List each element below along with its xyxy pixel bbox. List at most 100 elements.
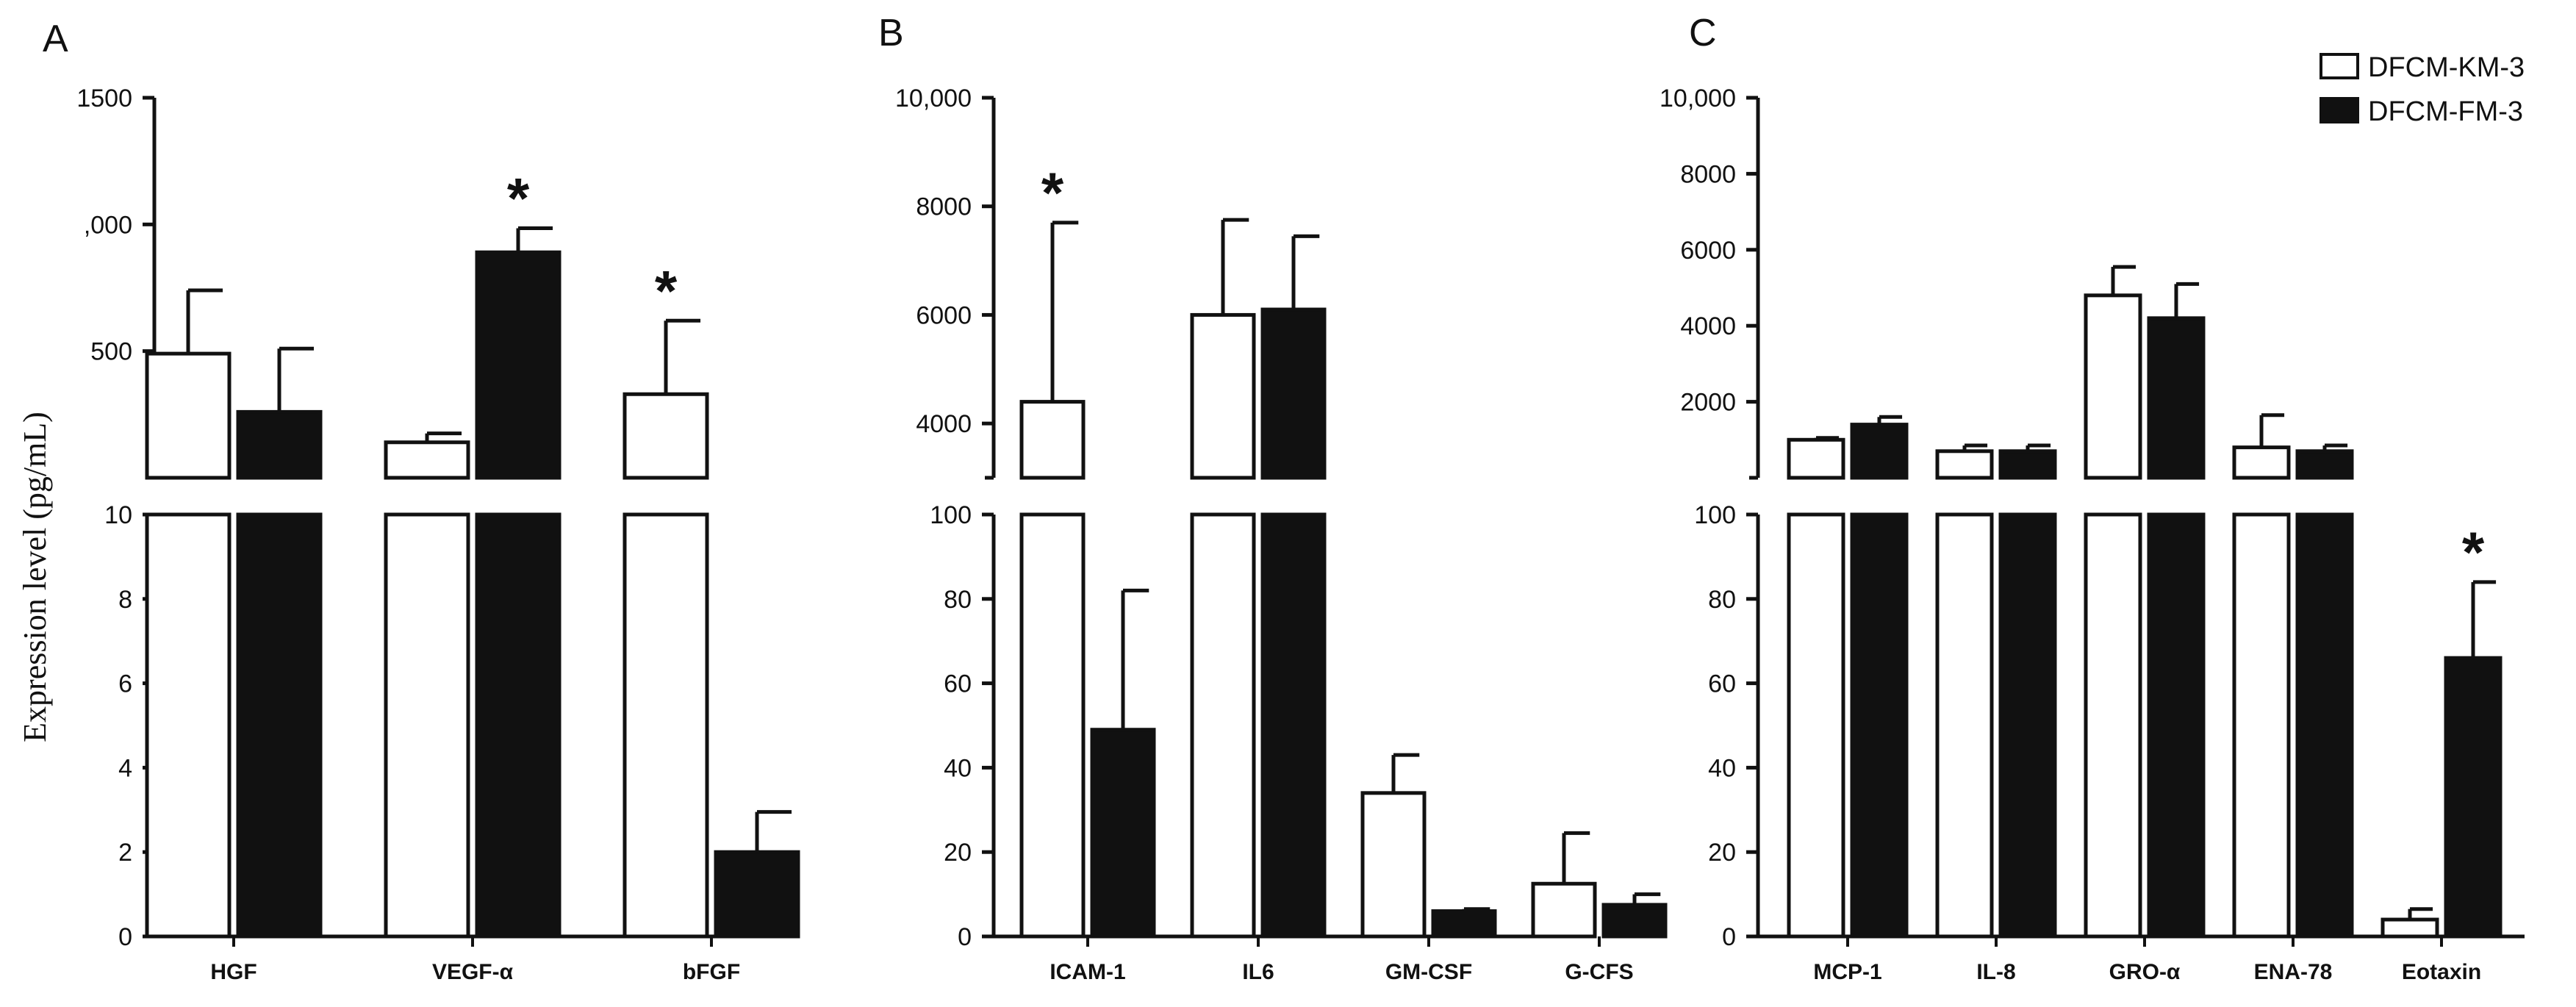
bar-icam-1-dfcm-km-3-lower [1019,512,1086,939]
panel-letter-a: A [43,18,68,60]
y-tick-label-lower: 0 [958,923,972,951]
bar-mcp-1-dfcm-km-3-lower [1787,512,1845,939]
y-tick-label-lower: 100 [1694,501,1736,529]
bar-gro-dfcm-fm-3-upper [2147,316,2206,480]
bar-gro-dfcm-km-3-lower [2084,512,2142,939]
x-tick-label-icam-1: ICAM-1 [1050,960,1125,984]
axis-break-gap [1736,479,2532,512]
bar-icam-1-dfcm-fm-3 [1090,728,1156,939]
bar-mcp-1-dfcm-fm-3-upper [1850,423,1909,480]
bar-il6-dfcm-fm-3-lower [1260,512,1327,939]
legend: DFCM-KM-3 DFCM-FM-3 [2320,52,2525,127]
x-tick-label-g-cfs: G-CFS [1565,960,1633,984]
y-tick-label-upper: 10,000 [895,85,972,112]
x-tick-label-il-8: IL-8 [1976,960,2015,984]
y-tick-label-upper: 500 [90,338,132,366]
x-tick-label-eotaxin: Eotaxin [2402,960,2481,984]
bars-c: * [1787,265,2503,939]
y-tick-label-lower: 60 [944,670,972,698]
x-tick-label-vegf: VEGF-α [432,960,514,984]
bar-il6-dfcm-km-3-upper [1190,312,1256,480]
significance-star-bfgf: * [655,258,678,323]
x-tick-label-hgf: HGF [210,960,256,984]
y-tick-label-lower: 2 [118,839,132,867]
bar-hgf-dfcm-fm-3-upper [236,409,323,480]
bar-gm-csf-dfcm-km-3 [1360,791,1427,939]
y-tick-label-lower: 6 [118,670,132,698]
bar-eotaxin-dfcm-km-3 [2381,917,2439,939]
legend-swatch-fm [2320,97,2359,123]
y-tick-label-lower: 80 [944,586,972,614]
bar-hgf-dfcm-fm-3-lower [236,512,323,939]
bar-mcp-1-dfcm-fm-3-lower [1850,512,1909,939]
legend-swatch-km [2320,53,2359,79]
bar-g-cfs-dfcm-km-3 [1531,881,1597,939]
bar-gro-dfcm-km-3-upper [2084,293,2142,480]
bar-il-8-dfcm-km-3-upper [1935,449,1994,480]
bars-b: * [1019,160,1668,939]
significance-star-vegf: * [507,166,530,231]
x-tick-label-mcp-1: MCP-1 [1813,960,1881,984]
y-tick-label-upper: 1500 [76,85,132,112]
y-tick-label-upper: 8000 [1680,160,1736,188]
bar-bfgf-dfcm-fm-3 [714,850,800,939]
bar-vegf-dfcm-km-3-upper [384,440,470,480]
significance-star-eotaxin: * [2462,520,2485,584]
y-tick-label-upper: 6000 [1680,237,1736,265]
bar-g-cfs-dfcm-fm-3 [1601,903,1668,939]
panel-letter-c: C [1689,12,1717,54]
significance-star-icam-1: * [1041,160,1064,225]
panel-c: C 2000 4000 6000 8000 10,000 0 20 40 60 80 100 * MCP-… [1660,12,2532,984]
y-tick-label-upper: 6000 [916,301,972,329]
y-tick-label-lower: 40 [944,754,972,782]
y-tick-label-upper: 4000 [1680,312,1736,340]
bar-icam-1-dfcm-km-3-upper [1019,400,1086,480]
x-tick-label-bfgf: bFGF [683,960,740,984]
x-tick-label-il6: IL6 [1242,960,1274,984]
bar-il-8-dfcm-fm-3-upper [1998,449,2057,480]
y-tick-label-lower: 20 [944,839,972,867]
bar-bfgf-dfcm-km-3-upper [623,392,709,480]
bar-ena-78-dfcm-fm-3-upper [2295,449,2354,480]
bar-ena-78-dfcm-km-3-upper [2232,445,2291,480]
bar-ena-78-dfcm-km-3-lower [2232,512,2291,939]
y-tick-label-upper: 2000 [1680,389,1736,417]
y-tick-label-upper: 8000 [916,193,972,221]
axis-break-gap [132,479,786,512]
y-tick-label-lower: 100 [930,501,972,529]
bar-il6-dfcm-km-3-lower [1190,512,1256,939]
bar-vegf-dfcm-fm-3-lower [475,512,562,939]
y-tick-label-lower: 0 [1722,923,1736,951]
y-tick-label-lower: 20 [1708,839,1736,867]
x-tick-label-gro: GRO-α [2109,960,2181,984]
bar-hgf-dfcm-km-3-lower [145,512,232,939]
legend-label-fm: DFCM-FM-3 [2368,96,2523,127]
bar-gm-csf-dfcm-fm-3 [1431,909,1497,939]
y-tick-label-upper: ,000 [84,211,132,239]
x-tick-label-gm-csf: GM-CSF [1385,960,1472,984]
y-tick-label-lower: 10 [104,501,132,529]
bar-ena-78-dfcm-fm-3-lower [2295,512,2354,939]
axis-break-gap [972,479,1580,512]
bar-il-8-dfcm-km-3-lower [1935,512,1994,939]
panel-letter-b: B [878,12,904,54]
y-tick-label-lower: 60 [1708,670,1736,698]
bar-vegf-dfcm-km-3-lower [384,512,470,939]
y-tick-label-lower: 0 [118,923,132,951]
x-tick-label-ena-78: ENA-78 [2254,960,2333,984]
y-tick-label-upper: 10,000 [1660,85,1736,112]
bar-bfgf-dfcm-km-3-lower [623,512,709,939]
y-tick-label-upper: 4000 [916,410,972,438]
bar-mcp-1-dfcm-km-3-upper [1787,437,1845,480]
bar-gro-dfcm-fm-3-lower [2147,512,2206,939]
y-tick-label-lower: 8 [118,586,132,614]
y-tick-label-lower: 80 [1708,586,1736,614]
y-axis-label: Expression level (pg/mL) [17,412,53,742]
panel-b: B 4000 6000 8000 10,000 0 20 40 60 80 100 * ICAM-1 IL… [878,12,1668,984]
y-tick-label-lower: 4 [118,754,132,782]
y-tick-label-lower: 40 [1708,754,1736,782]
bar-eotaxin-dfcm-fm-3 [2444,656,2503,939]
bars-a: ** [145,166,800,939]
